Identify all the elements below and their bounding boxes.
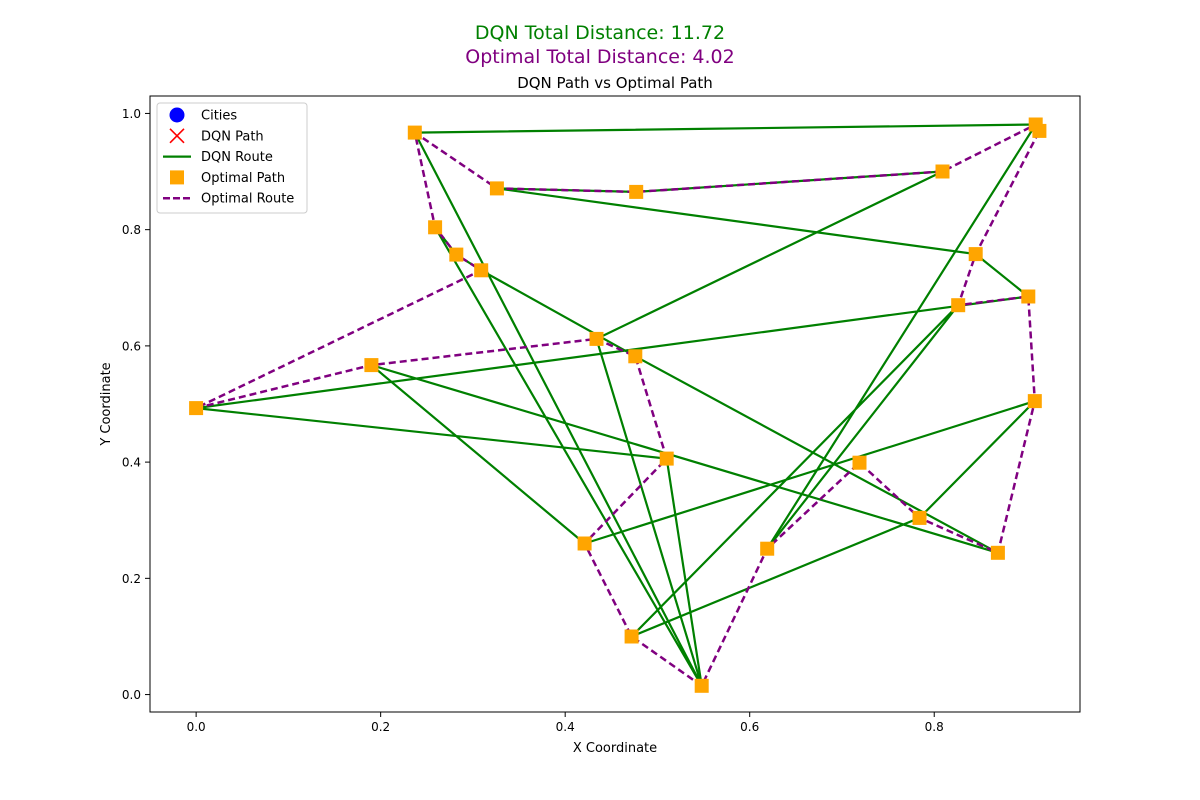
legend-label: Optimal Path (201, 171, 285, 186)
optimal-path-marker (407, 125, 422, 140)
optimal-path-marker (629, 184, 644, 199)
y-tick-label: 0.0 (122, 688, 141, 702)
legend-label: DQN Route (201, 150, 273, 165)
x-tick-label: 0.8 (925, 720, 944, 734)
optimal-path-marker (659, 451, 674, 466)
optimal-path-marker (968, 247, 983, 262)
optimal-path-marker (912, 510, 927, 525)
legend-optimal-path-swatch (170, 170, 184, 185)
y-axis-label: Y Coordinate (99, 362, 114, 446)
legend-label: Optimal Route (201, 192, 294, 207)
optimal-path-marker (489, 181, 504, 196)
optimal-path-marker (760, 541, 775, 556)
routes-layer (195, 123, 1041, 688)
y-tick-label: 1.0 (122, 107, 141, 121)
x-tick-label: 0.4 (556, 720, 575, 734)
optimal-path-marker (951, 298, 966, 313)
legend-dqn-path-swatch (169, 128, 185, 144)
chart-title: DQN Path vs Optimal Path (517, 74, 713, 92)
optimal-path-marker (364, 358, 379, 373)
optimal-path-marker (852, 455, 867, 470)
optimal-path-marker (428, 220, 443, 235)
optimal-path-marker (1021, 289, 1036, 304)
optimal-path-marker (474, 263, 489, 278)
optimal-path-marker (694, 678, 709, 693)
y-tick-label: 0.6 (122, 339, 141, 353)
markers-layer (189, 117, 1047, 693)
axes-layer: 0.0 0.2 0.4 0.6 0.8 0.0 0.2 0.4 0.6 0.8 1.0 (122, 107, 944, 734)
legend: Cities DQN Path DQN Route Optimal Path Optim… (156, 102, 308, 214)
x-tick-label: 0.6 (740, 720, 759, 734)
x-tick-label: 0.2 (371, 720, 390, 734)
optimal-path-marker (935, 164, 950, 179)
optimal-path-marker (589, 331, 604, 346)
legend-box (156, 102, 308, 214)
legend-cities-swatch (169, 107, 185, 123)
optimal-path-marker (577, 536, 592, 551)
plot-frame (149, 95, 1081, 713)
x-axis-label: X Coordinate (573, 741, 657, 756)
y-tick-label: 0.2 (122, 572, 141, 586)
dqn-distance-title: DQN Total Distance: 11.72 (474, 22, 726, 44)
optimal-path-marker (189, 401, 204, 416)
x-tick-label: 0.0 (187, 720, 206, 734)
optimal-route-line (195, 123, 1041, 688)
optimal-path-marker (449, 247, 464, 262)
legend-label: Cities (201, 109, 237, 124)
y-tick-label: 0.8 (122, 223, 141, 237)
dqn-route-line (195, 123, 1037, 687)
optimal-path-marker (990, 545, 1005, 560)
optimal-path-marker (1027, 394, 1042, 409)
optimal-path-marker (1032, 123, 1047, 138)
y-tick-label: 0.4 (122, 456, 141, 470)
optimal-path-marker (624, 629, 639, 644)
legend-label: DQN Path (201, 129, 264, 144)
optimal-distance-title: Optimal Total Distance: 4.02 (465, 46, 735, 68)
optimal-path-marker (628, 349, 643, 364)
